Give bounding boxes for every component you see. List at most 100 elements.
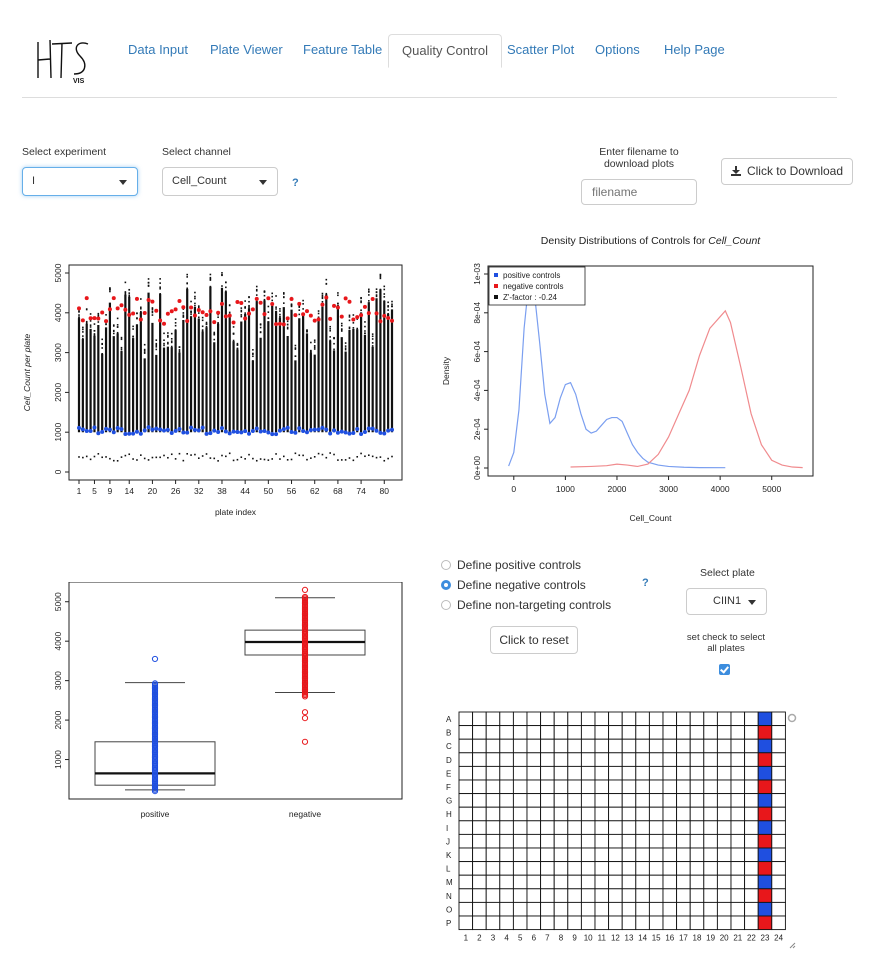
well-cell <box>485 847 501 863</box>
outlier-point <box>321 294 324 297</box>
outlier-point <box>283 296 285 299</box>
outlier-point <box>78 311 80 313</box>
download-button[interactable]: Click to Download <box>721 158 853 185</box>
well-cell <box>512 711 528 727</box>
control-boxplot-chart: 1000 2000 3000 4000 5000 positive negative <box>53 582 403 819</box>
well-cell <box>621 765 637 781</box>
positive-point <box>192 427 197 432</box>
filename-input[interactable] <box>581 179 697 205</box>
well-cell <box>526 874 542 890</box>
radio-option[interactable]: Define non-targeting controls <box>441 597 611 613</box>
outlier-point <box>271 292 274 295</box>
well-cell <box>540 752 555 767</box>
column-label: 3 <box>491 934 496 943</box>
radio-option[interactable]: Define positive controls <box>441 557 581 573</box>
tab-options[interactable]: Options <box>595 42 640 57</box>
x-tick-label: 20 <box>148 486 158 496</box>
column-label: 20 <box>720 934 729 943</box>
y-tick-label: 2000 <box>53 383 63 402</box>
well-cell <box>580 915 596 931</box>
well-cell <box>458 847 474 863</box>
positive-point <box>297 426 302 431</box>
x-tick-label: 3000 <box>659 484 678 494</box>
well-cell <box>512 820 528 835</box>
well-cell <box>744 765 759 781</box>
experiment-select[interactable]: I <box>22 167 138 196</box>
y-tick-label: 2e-04 <box>472 418 482 440</box>
well-cell <box>716 711 732 727</box>
outlier-point <box>259 331 262 333</box>
well-cell <box>757 861 773 876</box>
well-cell <box>648 874 664 890</box>
well-cell <box>472 779 487 795</box>
well-cell <box>757 765 773 781</box>
outlier-point <box>302 303 304 305</box>
channel-select[interactable]: Cell_Count <box>162 167 278 196</box>
outlier-point <box>194 295 196 298</box>
well-cell <box>621 847 637 863</box>
well-cell <box>594 915 610 931</box>
radio-circle[interactable] <box>441 580 451 590</box>
outlier-point <box>348 319 351 322</box>
radio-circle[interactable] <box>441 560 451 570</box>
plate-select[interactable]: CIIN1 <box>686 588 767 615</box>
control-help-icon[interactable]: ? <box>642 577 649 589</box>
check-icon <box>720 664 729 674</box>
positive-point <box>235 429 240 434</box>
outlier-point <box>391 303 393 306</box>
well-cell <box>594 793 610 808</box>
well-cell <box>730 793 746 808</box>
tab-feature-table[interactable]: Feature Table <box>303 42 383 57</box>
radio-circle[interactable] <box>441 600 451 610</box>
well-cell <box>676 861 691 876</box>
well-cell <box>744 874 759 890</box>
well-cell <box>757 738 773 754</box>
tab-plate-viewer[interactable]: Plate Viewer <box>210 42 283 57</box>
tab-scatter-plot[interactable]: Scatter Plot <box>507 42 575 57</box>
well-cell <box>580 738 596 754</box>
outlier-point <box>197 306 200 309</box>
outlier-point <box>155 346 158 348</box>
legend-box <box>488 266 586 306</box>
positive-point <box>104 426 109 431</box>
outlier-point <box>310 341 312 344</box>
legend-marker <box>494 273 498 277</box>
well-cell <box>594 874 610 890</box>
tab-help-page[interactable]: Help Page <box>664 42 725 57</box>
outlier-point <box>147 281 150 284</box>
app-logo: VIS <box>30 34 100 90</box>
select-all-checkbox[interactable] <box>719 664 730 675</box>
legend-label: positive controls <box>503 271 560 280</box>
well-cell <box>608 901 623 917</box>
well-cell <box>540 806 555 822</box>
outlier-point <box>275 310 277 313</box>
well-cell <box>771 833 786 849</box>
outlier-point <box>306 458 308 461</box>
outlier-point <box>298 305 301 308</box>
well-cell <box>621 725 637 740</box>
well-cell <box>635 847 650 863</box>
negative-point <box>254 296 259 301</box>
outlier-point <box>279 310 281 312</box>
positive-point <box>142 428 147 433</box>
positive-point <box>181 430 186 435</box>
outlier-point <box>364 332 366 335</box>
well-cell <box>485 861 501 876</box>
negative-point <box>216 310 221 315</box>
outlier-point <box>329 339 331 342</box>
tab-data-input[interactable]: Data Input <box>128 42 188 57</box>
outlier-point <box>259 458 262 460</box>
well-cell <box>771 874 786 890</box>
reset-button[interactable]: Click to reset <box>490 626 578 654</box>
tab-quality-control[interactable]: Quality Control <box>388 34 502 68</box>
outlier-point <box>112 332 115 335</box>
well-cell <box>635 725 650 740</box>
well-cell <box>540 765 555 781</box>
radio-option[interactable]: Define negative controls <box>441 577 586 593</box>
outlier-point <box>271 458 274 460</box>
row-label: H <box>446 810 452 819</box>
outlier-point <box>116 460 119 462</box>
channel-help-icon[interactable]: ? <box>292 177 299 189</box>
negative-point <box>239 300 244 305</box>
